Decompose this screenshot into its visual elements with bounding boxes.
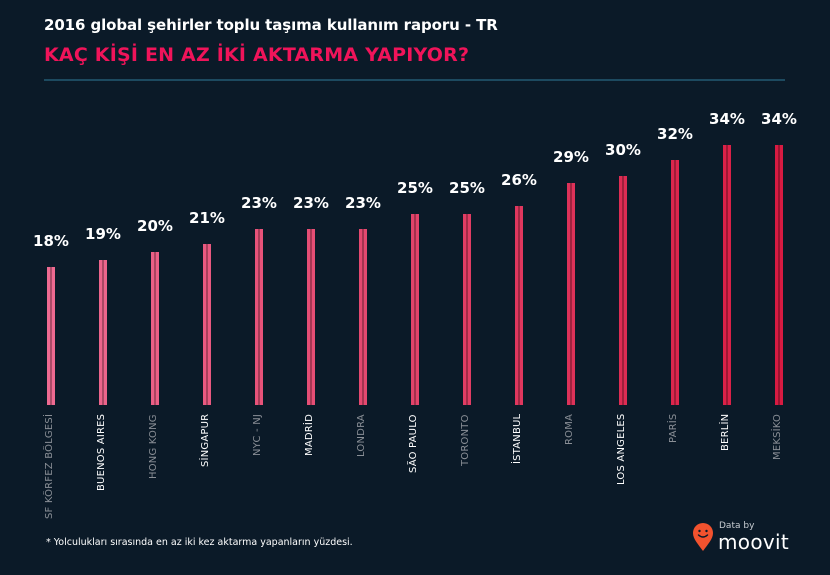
category-label: BUENOS AIRES — [96, 413, 107, 491]
map-pin-smiley-icon — [693, 523, 713, 551]
category-label: İSTANBUL — [512, 413, 523, 464]
bar-stripe — [151, 252, 154, 405]
bar-stripe — [208, 244, 211, 405]
bar-stripe — [619, 175, 622, 405]
bar-stripe — [156, 252, 159, 405]
bar-stripe — [775, 144, 778, 405]
value-label: 23% — [241, 194, 277, 213]
moovit-logo: Data by moovit — [692, 518, 792, 558]
category-label: PARİS — [668, 413, 679, 443]
category-label: NYC - NJ — [252, 413, 263, 456]
logo-data-by: Data by — [719, 521, 755, 531]
category-label: MEKSİKO — [772, 413, 783, 460]
bar — [255, 229, 263, 405]
bar-stripe — [52, 267, 55, 405]
bar — [775, 144, 783, 405]
bar-stripe — [676, 160, 679, 405]
bar — [359, 229, 367, 405]
bar — [671, 160, 679, 405]
value-label: 18% — [33, 232, 69, 251]
category-label: LOS ANGELES — [616, 413, 627, 485]
bar-stripe — [723, 144, 726, 405]
bar-stripe — [203, 244, 206, 405]
value-label: 23% — [345, 194, 381, 213]
value-label: 34% — [761, 109, 797, 128]
bar — [463, 213, 471, 405]
category-label: LONDRA — [356, 414, 367, 457]
category-label: TORONTO — [460, 414, 471, 466]
category-label: HONG KONG — [148, 414, 159, 479]
bar-stripe — [416, 213, 419, 405]
value-label: 25% — [397, 178, 433, 197]
value-label: 25% — [449, 178, 485, 197]
category-label: MADRİD — [304, 414, 315, 456]
bar-stripe — [567, 183, 570, 405]
value-label: 26% — [501, 171, 537, 190]
value-label: 21% — [189, 209, 225, 228]
bar-stripe — [468, 213, 471, 405]
footnote: * Yolculukları sırasında en az iki kez a… — [46, 537, 353, 548]
bar — [619, 175, 627, 405]
bar-stripe — [99, 259, 102, 405]
title-divider — [44, 79, 785, 81]
bar — [307, 229, 315, 405]
bar-stripe — [520, 206, 523, 405]
value-label: 19% — [85, 224, 121, 243]
page-subtitle: 2016 global şehirler toplu taşıma kullan… — [44, 16, 498, 34]
bar-stripe — [411, 213, 414, 405]
bar — [515, 206, 523, 405]
bar-stripe — [624, 175, 627, 405]
page-title: KAÇ KİŞİ EN AZ İKİ AKTARMA YAPIYOR? — [44, 44, 470, 66]
bar — [567, 183, 575, 405]
bar-stripe — [312, 229, 315, 405]
bar-stripe — [572, 183, 575, 405]
bar — [723, 144, 731, 405]
bar — [99, 259, 107, 405]
bar-stripe — [47, 267, 50, 405]
value-label: 34% — [709, 109, 745, 128]
value-label: 29% — [553, 148, 589, 167]
bar — [151, 252, 159, 405]
value-label: 23% — [293, 194, 329, 213]
logo-brand: moovit — [718, 530, 789, 554]
category-label: SF KÖRFEZ BÖLGESİ — [44, 413, 55, 519]
bar-stripe — [104, 259, 107, 405]
bar-stripe — [260, 229, 263, 405]
bar-stripe — [364, 229, 367, 405]
category-label: BERLİN — [720, 413, 731, 451]
bar-stripe — [515, 206, 518, 405]
category-label: SÃO PAULO — [408, 414, 419, 473]
bar-stripe — [359, 229, 362, 405]
bar-stripe — [307, 229, 310, 405]
bar — [47, 267, 55, 405]
category-label: ROMA — [564, 413, 575, 445]
value-label: 30% — [605, 140, 641, 159]
bar-stripe — [255, 229, 258, 405]
bar — [203, 244, 211, 405]
bar-stripe — [780, 144, 783, 405]
category-label: SİNGAPUR — [200, 413, 211, 467]
bar-stripe — [728, 144, 731, 405]
value-label: 20% — [137, 217, 173, 235]
bar — [411, 213, 419, 405]
bar-stripe — [463, 213, 466, 405]
value-label: 32% — [657, 125, 693, 144]
bar-stripe — [671, 160, 674, 405]
